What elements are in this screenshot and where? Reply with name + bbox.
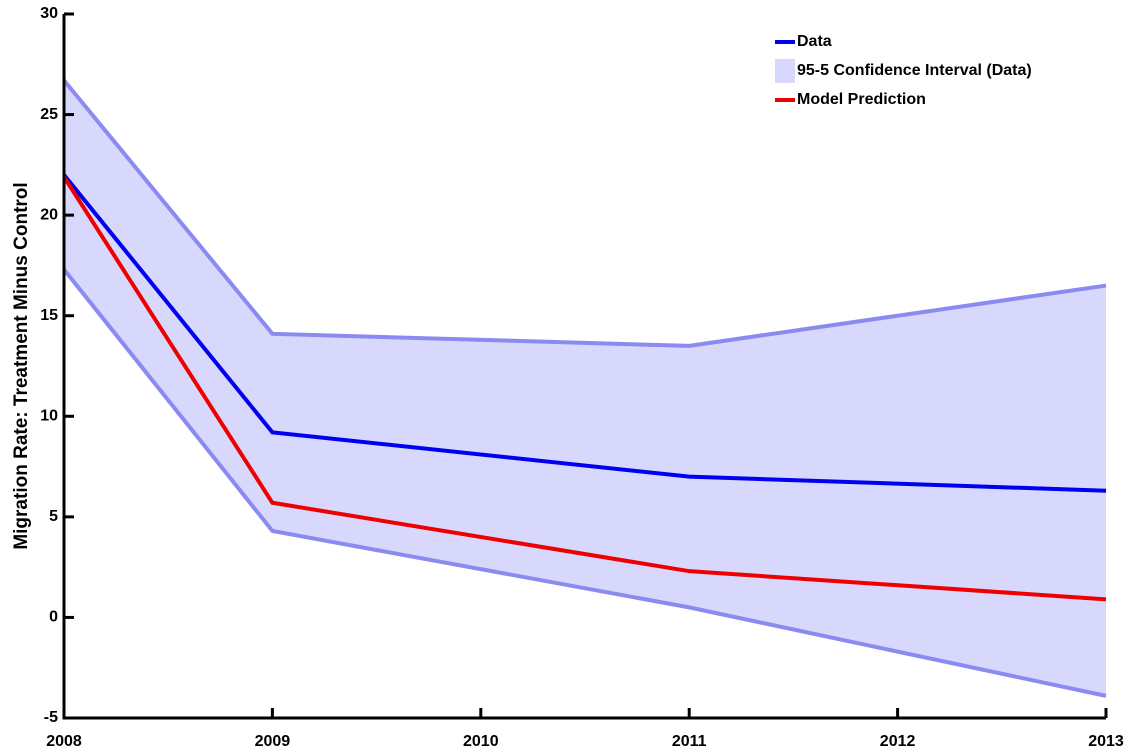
series-line <box>62 173 1107 493</box>
confidence-band <box>64 80 1106 696</box>
y-tick-label: 10 <box>40 408 58 425</box>
legend-swatch <box>775 59 795 83</box>
x-tick-label: 2010 <box>463 733 499 750</box>
y-tick-label: 15 <box>40 307 58 324</box>
legend-label: Model Prediction <box>797 91 926 108</box>
legend-label: 95-5 Confidence Interval (Data) <box>797 62 1032 79</box>
y-tick-label: 0 <box>49 609 58 626</box>
x-tick-label: 2011 <box>672 733 707 750</box>
y-tick-label: 5 <box>49 508 58 525</box>
y-tick-label: 30 <box>40 5 58 22</box>
y-tick-label: -5 <box>44 709 58 726</box>
x-tick-label: 2008 <box>46 733 82 750</box>
y-tick-label: 25 <box>40 106 58 123</box>
y-axis-label: Migration Rate: Treatment Minus Control <box>11 182 32 549</box>
legend-label: Data <box>797 33 832 50</box>
x-tick-label: 2013 <box>1088 733 1124 750</box>
y-tick-label: 20 <box>40 206 58 223</box>
band-edge <box>62 268 1107 698</box>
band-edge <box>62 79 1107 348</box>
x-tick-label: 2009 <box>255 733 291 750</box>
series-line <box>62 175 1107 602</box>
x-tick-label: 2012 <box>880 733 916 750</box>
